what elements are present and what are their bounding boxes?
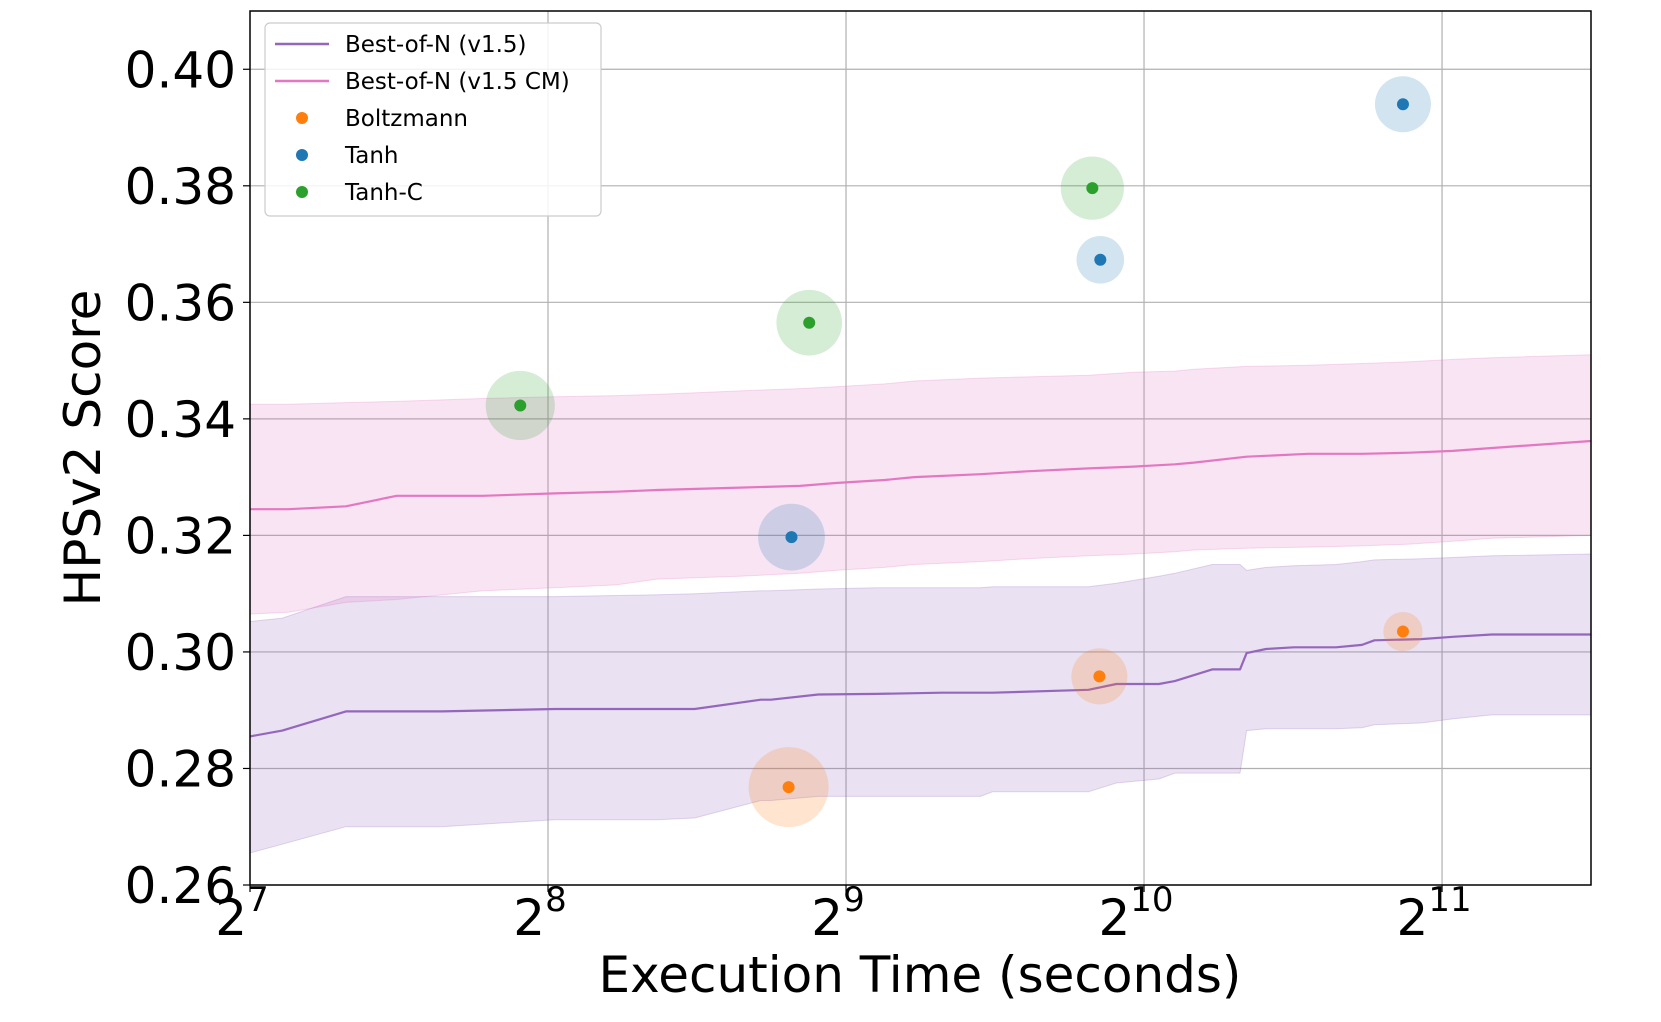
point-boltzmann-1 <box>1093 670 1106 683</box>
legend-label: Tanh-C <box>344 180 423 206</box>
legend: Best-of-N (v1.5) Best-of-N (v1.5 CM) Boltz… <box>264 22 602 217</box>
x-tick-label: 29 <box>811 880 864 947</box>
series-line-1 <box>250 439 1592 511</box>
x-tick-exponent: 9 <box>843 880 865 920</box>
legend-label: Boltzmann <box>345 106 468 132</box>
x-tick-base: 2 <box>1098 889 1130 947</box>
y-tick-label: 0.38 <box>125 158 236 216</box>
point-halos <box>485 76 1431 828</box>
y-tick-label: 0.34 <box>125 391 236 449</box>
y-tick-label: 0.30 <box>125 624 236 682</box>
series-line-0 <box>249 633 1591 738</box>
y-tick-label: 0.28 <box>125 740 236 798</box>
x-tick-label: 28 <box>513 880 566 947</box>
x-tick-label: 27 <box>215 880 268 947</box>
point-boltzmann-0 <box>782 781 795 794</box>
x-tick-base: 2 <box>1397 889 1429 947</box>
x-tick-exponent: 11 <box>1428 880 1471 920</box>
point-boltzmann-2 <box>1396 625 1409 638</box>
x-tick-base: 2 <box>513 889 545 947</box>
series-lines <box>249 439 1592 738</box>
x-tick-label: 210 <box>1098 880 1173 947</box>
x-tick-exponent: 8 <box>545 880 567 920</box>
y-tick-label: 0.36 <box>125 274 236 332</box>
legend-swatch-2 <box>296 112 308 124</box>
axis-ticks: 27 28 29 210 2110.260.280.300.320.340.360.38… <box>125 41 1472 947</box>
point-tanh-c-1 <box>803 316 816 329</box>
legend-label: Tanh <box>344 143 399 169</box>
point-tanh-c-0 <box>514 399 527 412</box>
x-axis-label: Execution Time (seconds) <box>599 946 1242 1004</box>
y-tick-label: 0.32 <box>125 507 236 565</box>
x-tick-base: 2 <box>215 889 247 947</box>
y-axis-label: HPSv2 Score <box>54 290 112 607</box>
legend-label: Best-of-N (v1.5) <box>345 32 527 58</box>
data-points <box>514 98 1409 794</box>
x-tick-base: 2 <box>811 889 843 947</box>
point-tanh-c-2 <box>1086 182 1099 195</box>
x-tick-exponent: 10 <box>1130 880 1173 920</box>
point-tanh-1 <box>1094 253 1107 266</box>
legend-swatch-3 <box>296 149 308 161</box>
legend-swatch-4 <box>296 186 308 198</box>
y-tick-label: 0.40 <box>125 41 236 99</box>
grid <box>250 11 1591 885</box>
legend-box <box>264 22 602 217</box>
point-tanh-0 <box>785 531 798 544</box>
x-tick-label: 211 <box>1397 880 1472 947</box>
plot-frame <box>249 10 1592 886</box>
x-tick-exponent: 7 <box>247 880 269 920</box>
point-tanh-2 <box>1396 98 1409 111</box>
y-tick-label: 0.26 <box>125 857 236 915</box>
legend-label: Best-of-N (v1.5 CM) <box>345 69 570 95</box>
